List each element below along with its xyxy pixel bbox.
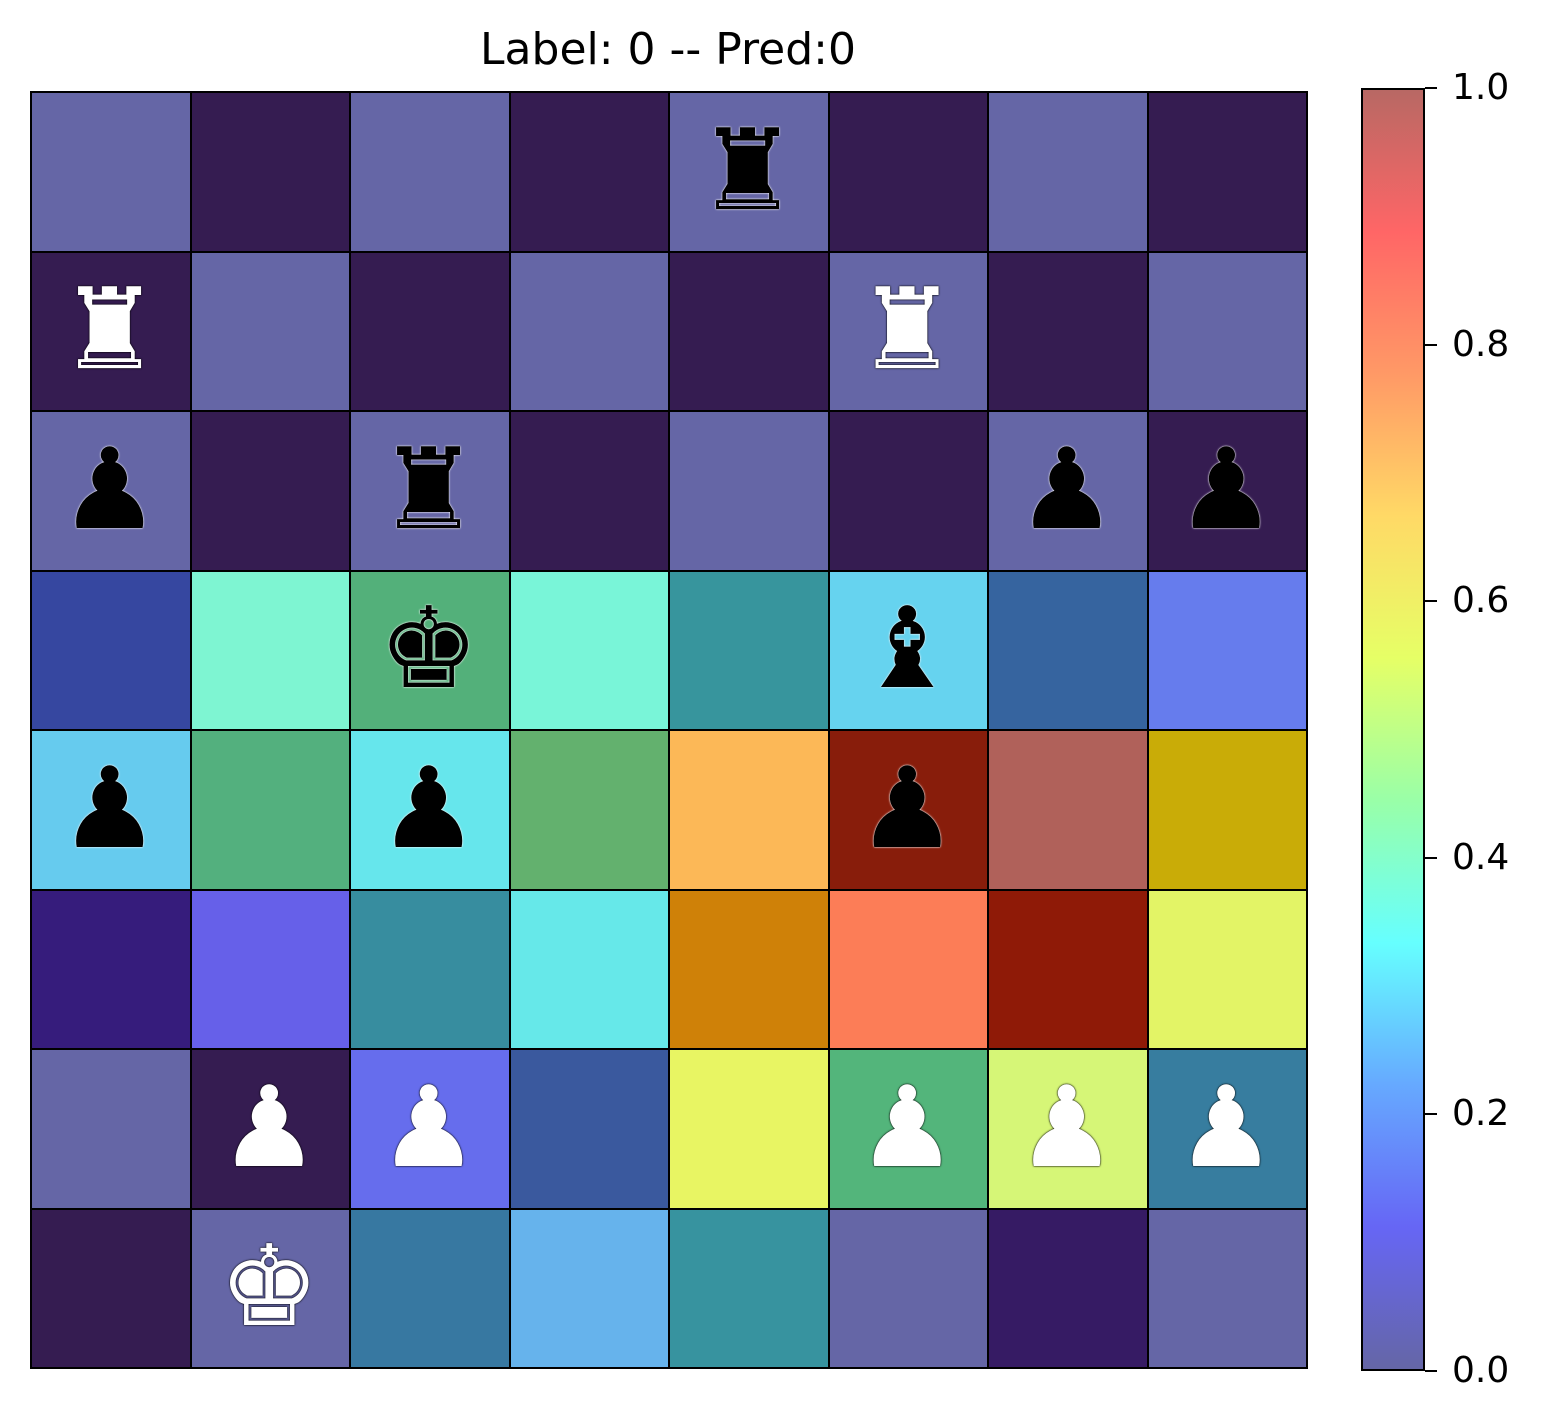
heatmap-cell <box>189 569 351 731</box>
heatmap-cell <box>1146 410 1308 572</box>
black-pawn-icon: ♟ <box>857 743 958 874</box>
black-rook-icon: ♜ <box>697 105 798 236</box>
chart-title: Label: 0 -- Pred:0 <box>480 24 856 75</box>
white-king-icon: ♚ <box>219 1222 320 1353</box>
heatmap-cell <box>30 250 192 412</box>
heatmap-cell <box>827 729 989 891</box>
heatmap-cell <box>668 729 830 891</box>
heatmap-cell <box>30 1207 192 1369</box>
black-pawn-icon: ♟ <box>59 424 160 555</box>
heatmap-cell <box>349 250 511 412</box>
colorbar-tick-mark <box>1425 87 1437 89</box>
heatmap-cell <box>1146 888 1308 1050</box>
heatmap-cell <box>189 250 351 412</box>
heatmap-cell <box>668 91 830 253</box>
colorbar-tick-mark <box>1425 856 1437 859</box>
heatmap-cell <box>987 569 1149 731</box>
heatmap-cell <box>508 410 670 572</box>
heatmap-cell <box>1146 1207 1308 1369</box>
heatmap-cell <box>987 410 1149 572</box>
heatmap-cell <box>987 1207 1149 1369</box>
heatmap-cell <box>668 250 830 412</box>
heatmap-cell <box>1146 729 1308 891</box>
heatmap-cell <box>987 729 1149 891</box>
heatmap-cell <box>189 1207 351 1369</box>
heatmap-cell <box>508 250 670 412</box>
black-pawn-icon: ♟ <box>59 743 160 874</box>
heatmap-cell <box>987 91 1149 253</box>
heatmap-cell <box>987 250 1149 412</box>
heatmap-cell <box>349 569 511 731</box>
heatmap-cell <box>508 1048 670 1210</box>
heatmap-cell <box>1146 1048 1308 1210</box>
white-pawn-icon: ♟ <box>1016 1062 1117 1193</box>
heatmap-cell <box>508 1207 670 1369</box>
black-pawn-icon: ♟ <box>1176 424 1277 555</box>
heatmap-cell <box>1146 91 1308 253</box>
heatmap-board: ♜ ♜ ♜ ♟ ♜ ♟ ♟ ♚ ♝ ♟ ♟ ♟ ♟ ♟ ♟ ♟ ♟ ♚ <box>30 91 1308 1369</box>
white-pawn-icon: ♟ <box>378 1062 479 1193</box>
heatmap-cell <box>349 91 511 253</box>
heatmap-cell <box>189 888 351 1050</box>
heatmap-cell <box>668 1048 830 1210</box>
heatmap-cell <box>30 729 192 891</box>
heatmap-cell <box>30 1048 192 1210</box>
colorbar-tick-label: 0.8 <box>1452 323 1510 365</box>
heatmap-cell <box>189 91 351 253</box>
colorbar-tick-mark <box>1425 1370 1437 1372</box>
heatmap-cell <box>987 888 1149 1050</box>
heatmap-cell <box>508 729 670 891</box>
heatmap-cell <box>508 888 670 1050</box>
colorbar-tick-label: 1.0 <box>1452 67 1510 108</box>
colorbar <box>1361 88 1425 1371</box>
heatmap-cell <box>668 410 830 572</box>
colorbar-tick-mark <box>1425 1113 1437 1116</box>
heatmap-cell <box>827 569 989 731</box>
heatmap-cell <box>349 888 511 1050</box>
colorbar-tick-label: 0.0 <box>1452 1350 1510 1391</box>
heatmap-cell <box>189 410 351 572</box>
heatmap-cell <box>668 1207 830 1369</box>
colorbar-tick-mark <box>1425 600 1437 603</box>
black-pawn-icon: ♟ <box>1016 424 1117 555</box>
colorbar-tick-label: 0.4 <box>1452 836 1510 878</box>
colorbar-tick-label: 0.2 <box>1452 1093 1510 1135</box>
heatmap-cell <box>349 410 511 572</box>
white-pawn-icon: ♟ <box>1176 1062 1277 1193</box>
white-rook-icon: ♜ <box>59 265 160 396</box>
heatmap-cell <box>827 410 989 572</box>
heatmap-cell <box>30 569 192 731</box>
white-rook-icon: ♜ <box>857 265 958 396</box>
heatmap-cell <box>508 91 670 253</box>
black-king-icon: ♚ <box>378 584 479 715</box>
heatmap-cell <box>668 569 830 731</box>
colorbar-tick-label: 0.6 <box>1452 580 1510 622</box>
heatmap-cell <box>1146 250 1308 412</box>
heatmap-cell <box>30 888 192 1050</box>
heatmap-cell <box>1146 569 1308 731</box>
heatmap-cell <box>827 91 989 253</box>
white-pawn-icon: ♟ <box>857 1062 958 1193</box>
heatmap-cell <box>508 569 670 731</box>
heatmap-cell <box>827 1207 989 1369</box>
heatmap-cell <box>827 888 989 1050</box>
white-pawn-icon: ♟ <box>219 1062 320 1193</box>
black-bishop-icon: ♝ <box>857 584 958 715</box>
heatmap-cell <box>987 1048 1149 1210</box>
heatmap-cell <box>668 888 830 1050</box>
heatmap-cell <box>349 1207 511 1369</box>
heatmap-cell <box>30 91 192 253</box>
heatmap-cell <box>189 1048 351 1210</box>
heatmap-cell <box>189 729 351 891</box>
colorbar-tick-mark <box>1425 343 1437 346</box>
black-rook-icon: ♜ <box>378 424 479 555</box>
black-pawn-icon: ♟ <box>378 743 479 874</box>
